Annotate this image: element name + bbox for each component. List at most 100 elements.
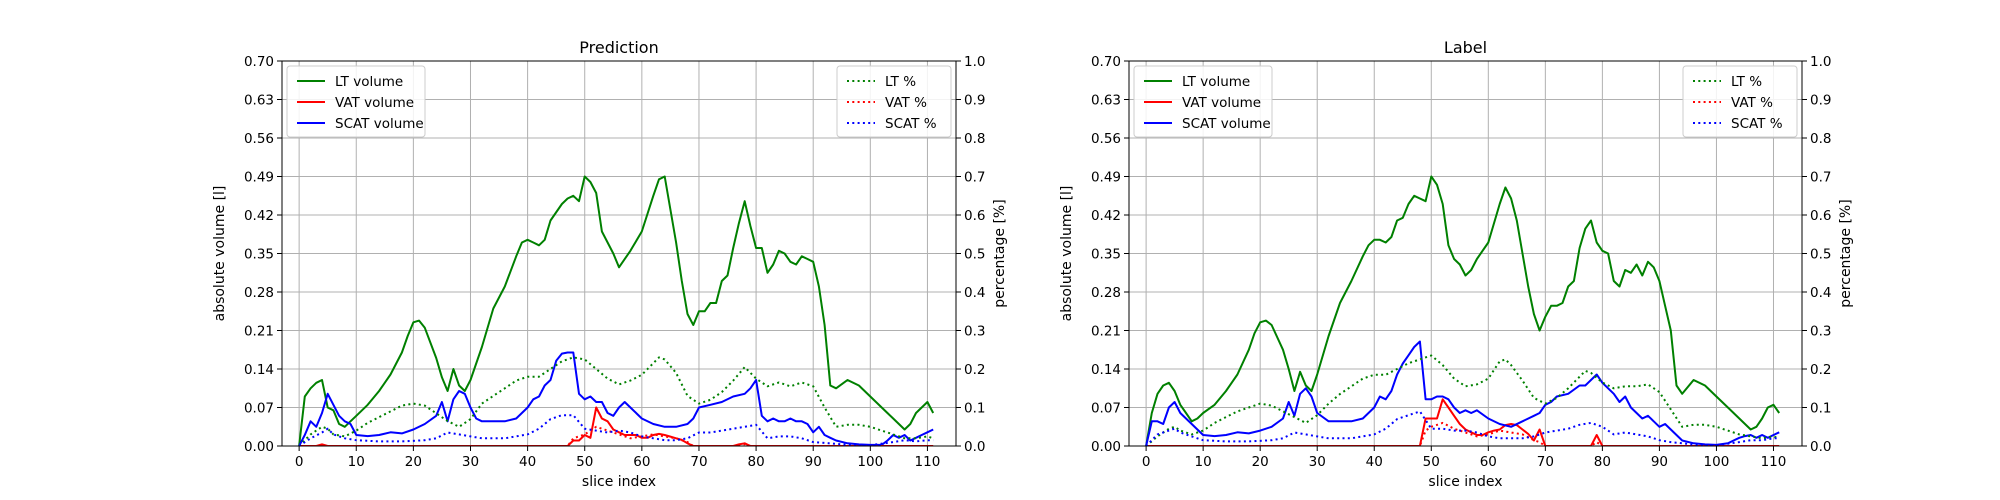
y2-tick-label: 0.6 xyxy=(964,208,985,224)
y-axis-label: absolute volume [l] xyxy=(212,186,228,322)
y2-tick-label: 1.0 xyxy=(964,54,985,70)
legend-label: SCAT % xyxy=(1731,116,1783,132)
y2-tick-label: 0.5 xyxy=(964,247,985,263)
x-tick-label: 50 xyxy=(576,454,593,470)
y-axis-left: 0.00 0.07 0.14 0.21 0.28 0.35 0.42 0.49 0.56 0.63… xyxy=(1091,54,1129,455)
series-group xyxy=(1145,175,1781,446)
x-tick-label: 30 xyxy=(1309,454,1326,470)
legend-label: SCAT volume xyxy=(1182,116,1271,132)
y-tick-label: 0.00 xyxy=(1091,439,1121,455)
y2-tick-label: 0.1 xyxy=(964,401,985,417)
y-axis-right: 0.0 0.1 0.2 0.3 0.4 0.5 0.6 0.7 0.8 0.9 1.0 xyxy=(956,54,985,455)
x-tick-label: 100 xyxy=(857,454,883,470)
legend-label: LT volume xyxy=(1182,74,1250,90)
x-tick-label: 20 xyxy=(1252,454,1269,470)
y2-tick-label: 0.7 xyxy=(964,170,985,186)
y-tick-label: 0.63 xyxy=(244,93,274,109)
x-tick-label: 80 xyxy=(747,454,764,470)
chart-title: Label xyxy=(1444,38,1487,57)
y2-axis-label: percentage [%] xyxy=(1838,199,1854,307)
y2-tick-label: 0.7 xyxy=(1810,170,1831,186)
legend-label: LT % xyxy=(1731,74,1762,90)
series-line-vat-pct xyxy=(299,425,934,446)
legend-left: LT volume VAT volume SCAT volume xyxy=(286,65,426,138)
series-line-lt-pct xyxy=(298,356,934,446)
x-tick-label: 30 xyxy=(462,454,479,470)
legend-left: LT volume VAT volume SCAT volume xyxy=(1133,65,1273,138)
chart-panel-prediction: 0 10 20 30 40 50 60 70 80 90 100 110 0.00 0.07 0.14 0.2… xyxy=(212,38,1008,490)
y2-tick-label: 0.9 xyxy=(964,93,985,109)
y2-tick-label: 0.2 xyxy=(1810,362,1831,378)
legend-right: LT % VAT % SCAT % xyxy=(1682,65,1798,138)
y-tick-label: 0.28 xyxy=(244,285,274,301)
y2-tick-label: 0.4 xyxy=(964,285,985,301)
y-tick-label: 0.00 xyxy=(244,439,274,455)
x-tick-label: 60 xyxy=(633,454,650,470)
y2-tick-label: 0.0 xyxy=(964,439,985,455)
series-line-lt-pct xyxy=(1145,354,1780,446)
series-line-vat-pct xyxy=(1146,421,1780,446)
x-tick-label: 60 xyxy=(1480,454,1497,470)
x-tick-label: 50 xyxy=(1423,454,1440,470)
legend-box xyxy=(1133,65,1273,138)
x-tick-label: 70 xyxy=(1537,454,1554,470)
x-tick-label: 0 xyxy=(1142,454,1151,470)
x-axis: 0 10 20 30 40 50 60 70 80 90 100 110 xyxy=(295,446,940,470)
y2-tick-label: 0.2 xyxy=(964,362,985,378)
series-line-vat-volume xyxy=(1146,398,1780,446)
y-tick-label: 0.56 xyxy=(1091,131,1121,147)
y-tick-label: 0.21 xyxy=(244,324,274,340)
series-line-lt-volume xyxy=(1145,175,1781,446)
chart-panel-label: 0 10 20 30 40 50 60 70 80 90 100 110 0.00 0.07 0.14 0.2… xyxy=(1059,38,1854,490)
legend-label: LT % xyxy=(885,74,916,90)
x-axis-label: slice index xyxy=(582,474,656,490)
y2-tick-label: 1.0 xyxy=(1810,54,1831,70)
x-tick-label: 110 xyxy=(1761,454,1787,470)
x-tick-label: 20 xyxy=(405,454,422,470)
y-tick-label: 0.70 xyxy=(244,54,274,70)
legend-label: VAT volume xyxy=(1182,95,1261,111)
x-tick-label: 90 xyxy=(805,454,822,470)
legend-box xyxy=(286,65,426,138)
x-tick-label: 100 xyxy=(1704,454,1730,470)
x-axis: 0 10 20 30 40 50 60 70 80 90 100 110 xyxy=(1142,446,1787,470)
legend-label: VAT % xyxy=(1731,95,1773,111)
y2-axis-label: percentage [%] xyxy=(992,199,1008,307)
y2-tick-label: 0.3 xyxy=(1810,324,1831,340)
y2-tick-label: 0.5 xyxy=(1810,247,1831,263)
x-tick-label: 40 xyxy=(519,454,536,470)
x-tick-label: 10 xyxy=(1195,454,1212,470)
y-tick-label: 0.49 xyxy=(244,170,274,186)
series-line-scat-volume xyxy=(1145,340,1780,446)
y-axis-label: absolute volume [l] xyxy=(1059,186,1075,322)
legend-label: LT volume xyxy=(335,74,403,90)
series-group xyxy=(298,175,935,446)
y-tick-label: 0.07 xyxy=(244,401,274,417)
y2-tick-label: 0.4 xyxy=(1810,285,1831,301)
y-axis-left: 0.00 0.07 0.14 0.21 0.28 0.35 0.42 0.49 0.56 0.63… xyxy=(244,54,282,455)
y-tick-label: 0.35 xyxy=(244,247,274,263)
y2-tick-label: 0.0 xyxy=(1810,439,1831,455)
y-tick-label: 0.21 xyxy=(1091,324,1121,340)
y-tick-label: 0.49 xyxy=(1091,170,1121,186)
legend-label: SCAT volume xyxy=(335,116,424,132)
series-line-scat-pct xyxy=(1145,410,1780,446)
chart-title: Prediction xyxy=(579,38,658,57)
y-tick-label: 0.42 xyxy=(244,208,274,224)
x-tick-label: 70 xyxy=(690,454,707,470)
legend-label: VAT % xyxy=(885,95,927,111)
y-tick-label: 0.14 xyxy=(244,362,274,378)
y-axis-right: 0.0 0.1 0.2 0.3 0.4 0.5 0.6 0.7 0.8 0.9 1.0 xyxy=(1802,54,1831,455)
legend-box xyxy=(836,65,952,138)
y2-tick-label: 0.8 xyxy=(1810,131,1831,147)
x-tick-label: 80 xyxy=(1594,454,1611,470)
y-tick-label: 0.56 xyxy=(244,131,274,147)
series-line-lt-volume xyxy=(298,175,935,446)
legend-label: VAT volume xyxy=(335,95,414,111)
y2-tick-label: 0.6 xyxy=(1810,208,1831,224)
x-tick-label: 40 xyxy=(1366,454,1383,470)
y-tick-label: 0.35 xyxy=(1091,247,1121,263)
x-tick-label: 10 xyxy=(348,454,365,470)
y2-tick-label: 0.3 xyxy=(964,324,985,340)
